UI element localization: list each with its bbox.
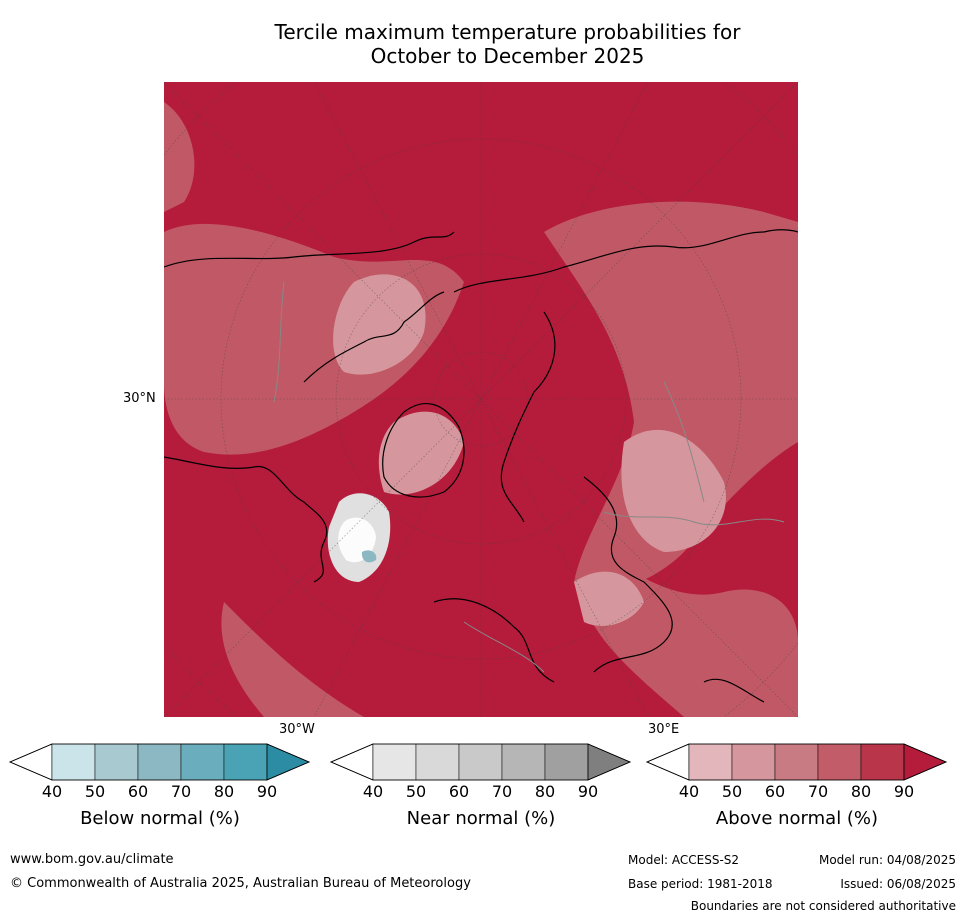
- coastlines: [164, 229, 798, 703]
- colorbar-below-tick: 50: [84, 782, 106, 801]
- colorbar-below-low-extend: [8, 743, 53, 781]
- colorbar-near-outline: [329, 743, 632, 781]
- colorbar-above-normal: [645, 743, 948, 781]
- colorbar-below-segment: [223, 743, 268, 781]
- borders: [273, 281, 785, 673]
- title-line-2: October to December 2025: [370, 44, 645, 68]
- colorbar-below-segment: [180, 743, 225, 781]
- colorbar-near-tick: 70: [491, 782, 513, 801]
- colorbar-near-low-extend: [329, 743, 374, 781]
- colorbar-below-tick: 80: [213, 782, 235, 801]
- colorbar-above-segment: [817, 743, 862, 781]
- colorbar-near-tick: 80: [534, 782, 556, 801]
- lat-label-30n: 30°N: [123, 391, 156, 406]
- base-period-text: Base period: 1981-2018: [628, 877, 773, 891]
- colorbar-above-low-extend: [645, 743, 690, 781]
- model-text: Model: ACCESS-S2: [628, 853, 740, 867]
- title-line-1: Tercile maximum temperature probabilitie…: [274, 20, 741, 44]
- colorbar-near-tick: 50: [405, 782, 427, 801]
- colorbar-near-normal: [329, 743, 632, 781]
- colorbar-above-tick: 90: [893, 782, 915, 801]
- colorbar-above-high-extend: [903, 743, 948, 781]
- colorbar-above-tick: 40: [678, 782, 700, 801]
- colorbar-below-tick: 40: [41, 782, 63, 801]
- colorbar-above-tick: 80: [850, 782, 872, 801]
- colorbar-label-below: Below normal (%): [80, 808, 240, 829]
- model-run-text: Model run: 04/08/2025: [818, 853, 956, 867]
- colorbar-near-segment: [458, 743, 503, 781]
- colorbar-near-high-extend: [587, 743, 632, 781]
- colorbar-above-outline: [645, 743, 948, 781]
- colorbar-above-segment: [731, 743, 776, 781]
- colorbar-below-tick: 70: [170, 782, 192, 801]
- colorbar-near-tick: 40: [362, 782, 384, 801]
- colorbar-below-segment: [137, 743, 182, 781]
- map-title: Tercile maximum temperature probabilitie…: [160, 20, 855, 68]
- colorbar-below-outline: [8, 743, 311, 781]
- colorbar-below-tick: 90: [256, 782, 278, 801]
- colorbar-above-tick: 50: [721, 782, 743, 801]
- colorbar-below-normal: [8, 743, 311, 781]
- lon-label-30e: 30°E: [648, 722, 680, 737]
- probability-zones-light: [333, 274, 726, 626]
- colorbar-below-segment: [51, 743, 96, 781]
- colorbar-near-segment: [501, 743, 546, 781]
- colorbar-below-high-extend: [266, 743, 311, 781]
- lon-label-30w: 30°W: [279, 722, 315, 737]
- website-text: www.bom.gov.au/climate: [10, 852, 174, 867]
- disclaimer-text: Boundaries are not considered authoritat…: [690, 899, 956, 913]
- colorbar-above-segment: [688, 743, 733, 781]
- graticule: [164, 82, 798, 717]
- colorbar-near-segment: [372, 743, 417, 781]
- probability-map: [164, 82, 798, 717]
- colorbar-near-segment: [544, 743, 589, 781]
- colorbar-above-segment: [774, 743, 819, 781]
- colorbar-near-tick: 90: [577, 782, 599, 801]
- colorbar-below-segment: [94, 743, 139, 781]
- colorbar-above-segment: [860, 743, 905, 781]
- colorbar-near-tick: 60: [448, 782, 470, 801]
- colorbar-above-tick: 60: [764, 782, 786, 801]
- colorbar-below-tick: 60: [127, 782, 149, 801]
- copyright-text: © Commonwealth of Australia 2025, Austra…: [10, 876, 471, 891]
- colorbar-label-near: Near normal (%): [406, 808, 556, 829]
- colorbar-above-tick: 70: [807, 782, 829, 801]
- colorbar-near-segment: [415, 743, 460, 781]
- colorbar-label-above: Above normal (%): [715, 808, 879, 829]
- issued-text: Issued: 06/08/2025: [840, 877, 956, 891]
